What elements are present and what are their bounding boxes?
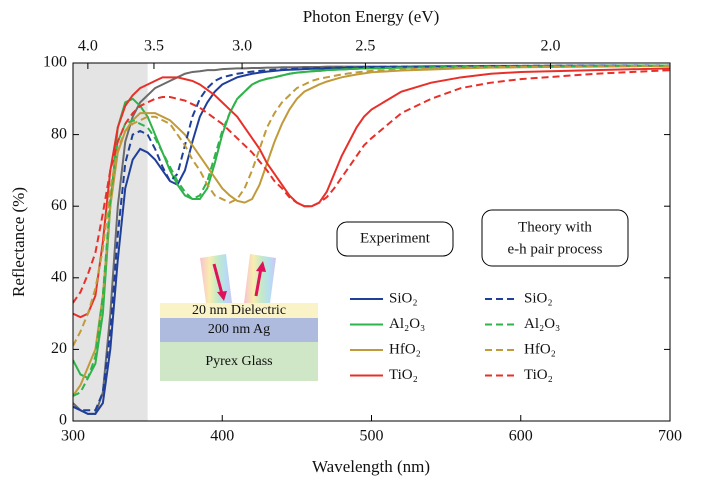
incident-beam — [200, 254, 232, 303]
x-tick-label: 300 — [61, 428, 85, 445]
series-line — [73, 64, 670, 397]
y-tick-label: 20 — [51, 340, 67, 357]
x-axis-label: Wavelength (nm) — [312, 457, 430, 476]
glass-layer — [160, 342, 318, 381]
y-tick-label: 60 — [51, 197, 67, 214]
x2-axis-label: Photon Energy (eV) — [303, 7, 440, 26]
legend-label: TiO₂ — [389, 367, 418, 383]
legend-label: Al₂O₃ — [389, 316, 425, 332]
series-line — [73, 64, 670, 412]
series-line — [73, 69, 670, 304]
series-line — [73, 67, 670, 319]
x-tick-label: 600 — [509, 428, 533, 445]
y-axis-label: Reflectance (%) — [9, 187, 28, 297]
layer-label: 20 nm Dielectric — [192, 303, 286, 318]
inset: 20 nm Dielectric 200 nm Ag Pyrex Glass — [160, 254, 318, 381]
y-tick-label: 0 — [59, 412, 67, 429]
legend-label: TiO₂ — [524, 367, 553, 383]
dielectric-layer — [160, 303, 318, 318]
legend-label: SiO₂ — [524, 290, 553, 306]
legend-label: SiO₂ — [389, 290, 418, 306]
x-tick-label: 700 — [658, 428, 682, 445]
x2-tick-label: 2.5 — [355, 38, 375, 55]
arrow — [212, 263, 224, 295]
series-line — [73, 64, 670, 347]
legend: Experiment Theory with e-h pair process … — [336, 209, 629, 383]
legend-group-box — [336, 221, 454, 257]
x2-tick-label: 4.0 — [78, 38, 98, 55]
silver-layer — [160, 318, 318, 342]
x-tick-label: 400 — [210, 428, 234, 445]
x2-tick-label: 3.0 — [232, 38, 252, 55]
x2-tick-label: 3.5 — [144, 38, 164, 55]
legend-label: HfO₂ — [389, 341, 421, 357]
plot-lines — [73, 64, 670, 415]
legend-group-box — [481, 209, 629, 267]
legend-group-title: Experiment — [360, 230, 431, 246]
arrow — [254, 267, 263, 297]
layer-label: Pyrex Glass — [205, 354, 272, 369]
legend-label: Al₂O₃ — [524, 316, 560, 332]
x2-tick-label: 2.0 — [540, 38, 560, 55]
arrowhead — [217, 291, 227, 301]
arrowhead — [256, 261, 266, 272]
legend-group-title: e-h pair process — [508, 241, 603, 257]
legend-label: HfO₂ — [524, 341, 556, 357]
y-tick-label: 80 — [51, 125, 67, 142]
x-tick-label: 500 — [360, 428, 384, 445]
y-tick-label: 100 — [43, 54, 67, 71]
y-tick-label: 40 — [51, 268, 67, 285]
legend-group-title: Theory with — [518, 219, 592, 235]
layer-label: 200 nm Ag — [208, 322, 270, 337]
